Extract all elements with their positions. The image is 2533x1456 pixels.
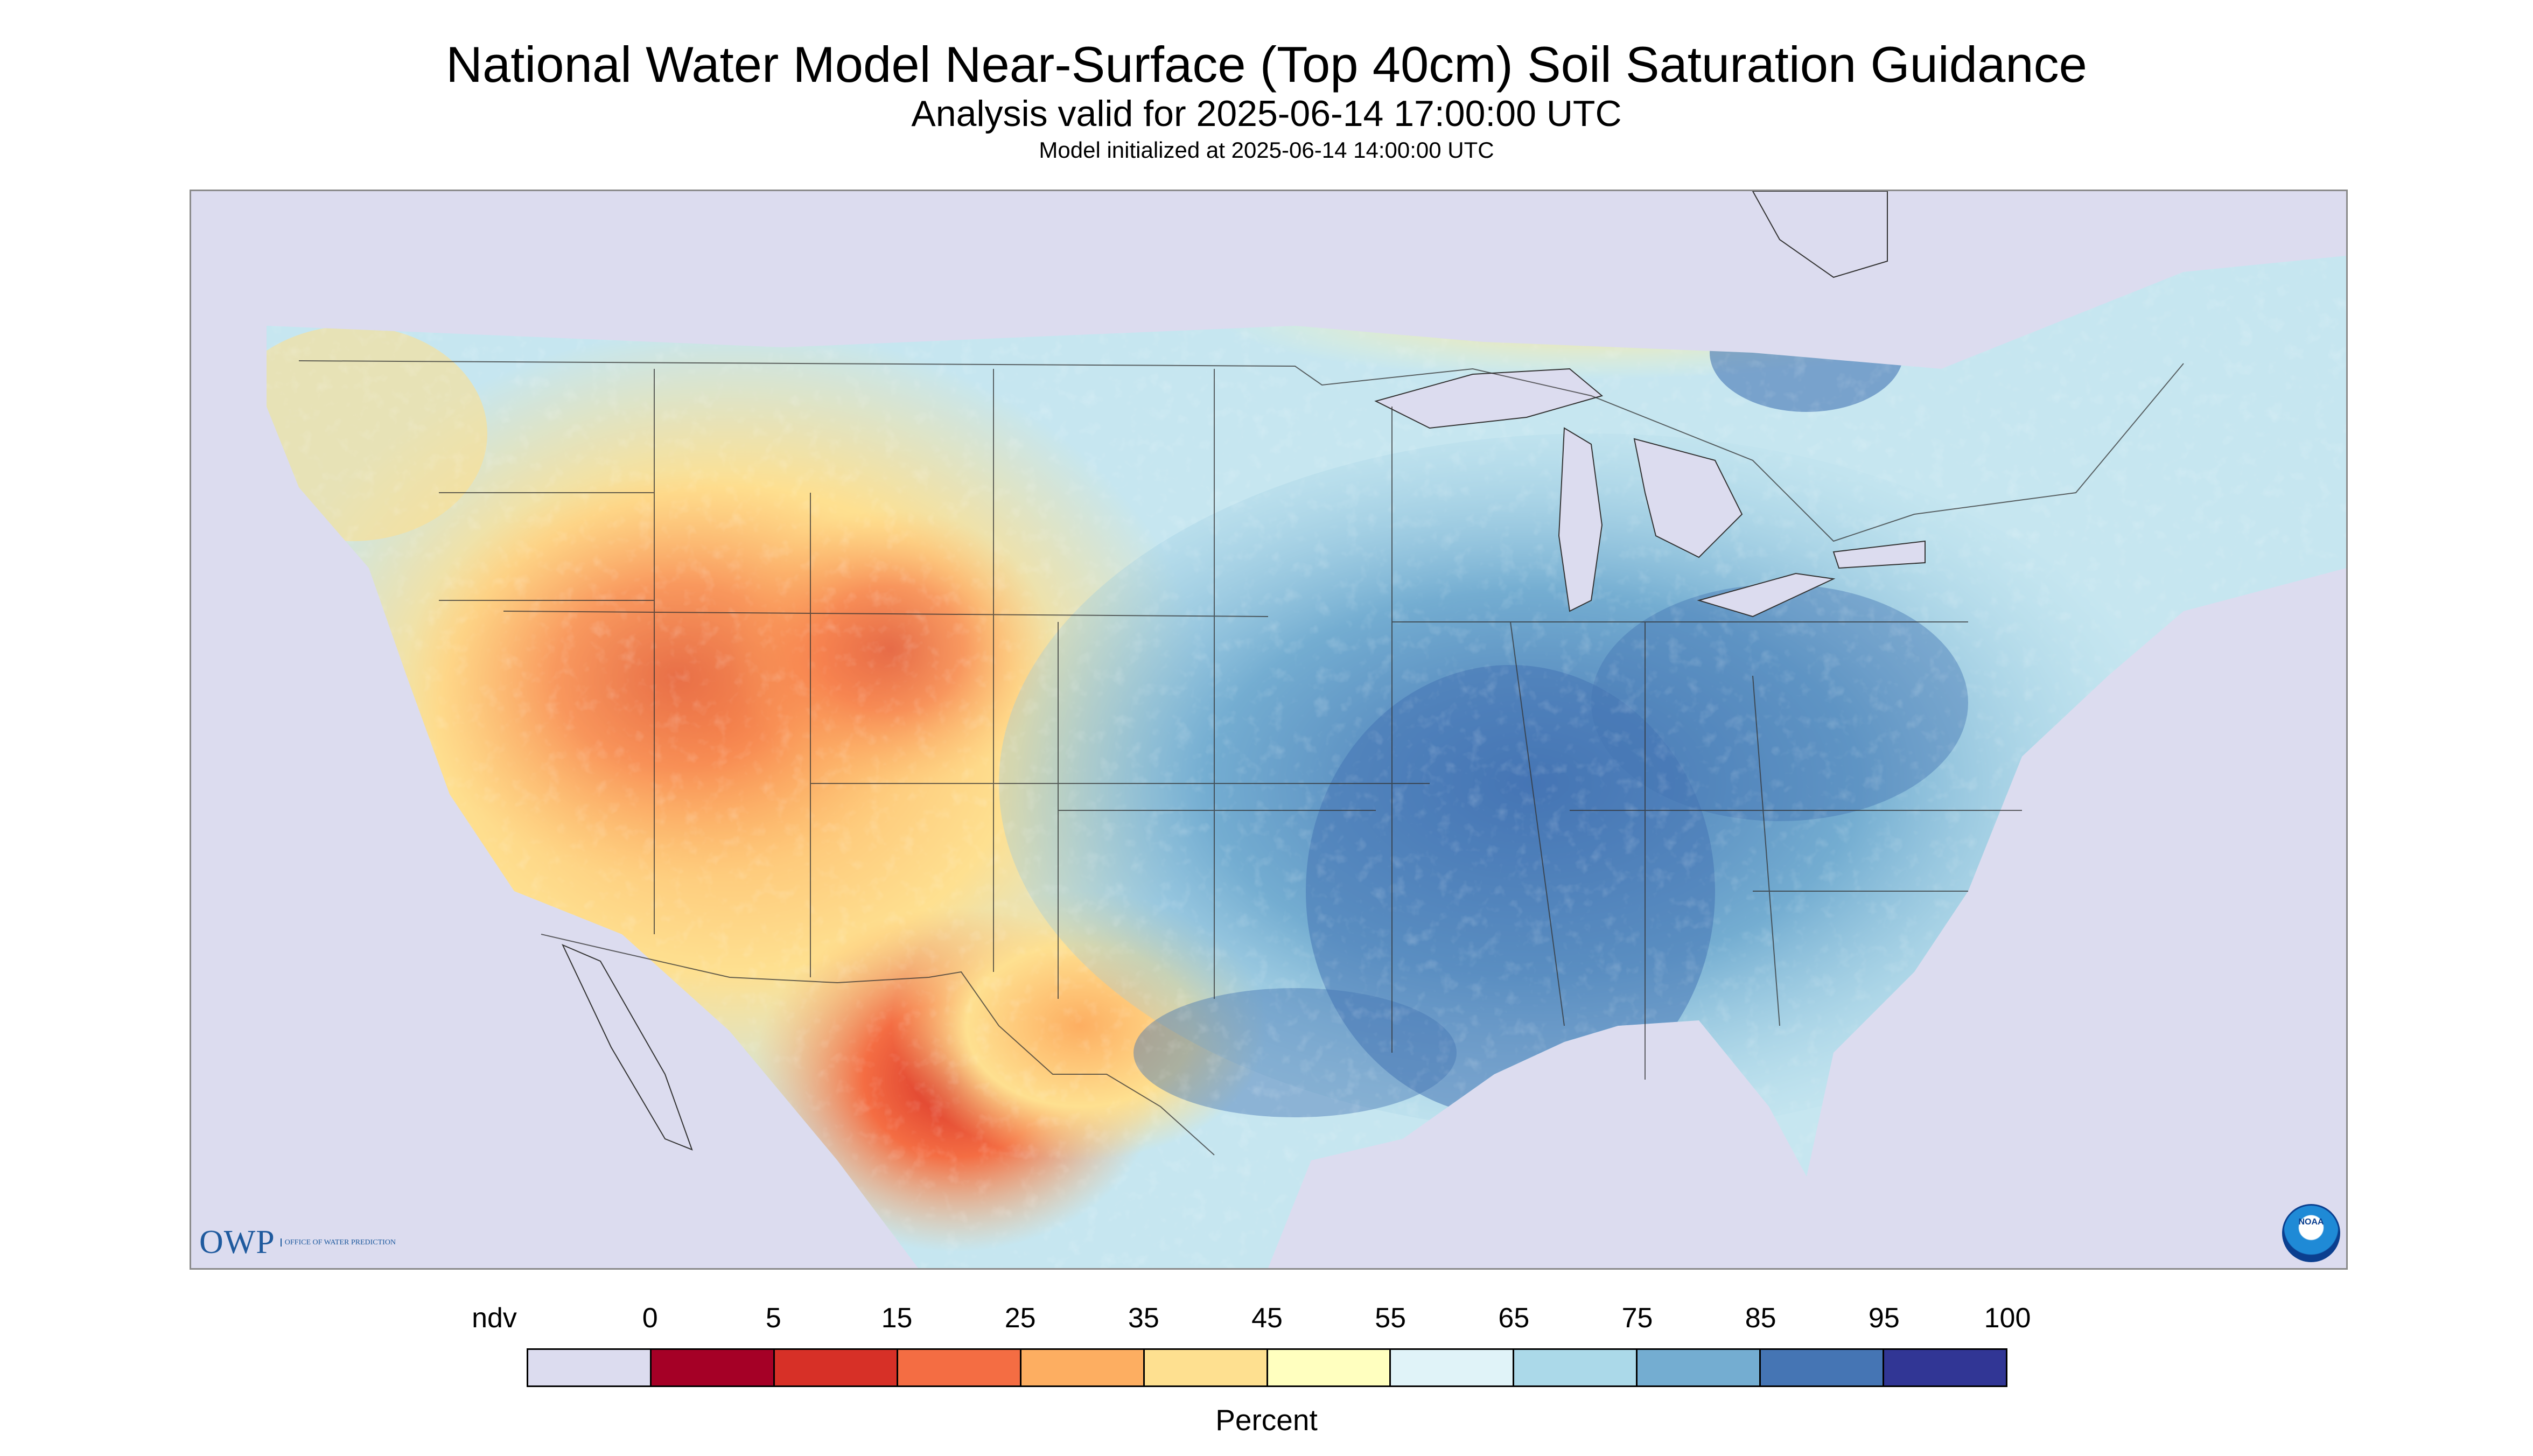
legend-label: 35 xyxy=(1128,1303,1159,1334)
lake-ontario xyxy=(1832,540,1926,569)
legend-swatch xyxy=(1021,1350,1145,1385)
legend-label: 75 xyxy=(1621,1303,1653,1334)
lake-erie xyxy=(1697,572,1836,618)
owp-logo: OWP Office of Water Prediction xyxy=(199,1223,396,1262)
legend-swatch xyxy=(651,1350,775,1385)
legend-label: 100 xyxy=(1984,1303,2031,1334)
lake-superior xyxy=(1374,368,1604,429)
us-mexico-border xyxy=(541,934,1215,1156)
legend-swatch xyxy=(1884,1350,2006,1385)
legend-swatch xyxy=(1761,1350,1885,1385)
legend-swatch xyxy=(774,1350,898,1385)
map-title: National Water Model Near-Surface (Top 4… xyxy=(446,36,2087,93)
legend-label: 0 xyxy=(642,1303,658,1334)
noaa-logo: NOAA xyxy=(2282,1204,2340,1262)
great-lakes xyxy=(561,191,1926,1151)
legend-label: 55 xyxy=(1375,1303,1407,1334)
legend-label: 15 xyxy=(881,1303,913,1334)
legend-swatch xyxy=(1514,1350,1638,1385)
legend-swatch xyxy=(898,1350,1021,1385)
noaa-logo-text: NOAA xyxy=(2298,1217,2324,1227)
us-canada-border xyxy=(298,360,2184,542)
legend-label: 85 xyxy=(1745,1303,1776,1334)
legend-swatch xyxy=(1391,1350,1515,1385)
legend-swatch xyxy=(1268,1350,1391,1385)
owp-logo-subtext: Office of Water Prediction xyxy=(280,1238,396,1247)
lake-huron xyxy=(1633,438,1743,558)
legend-swatch xyxy=(1638,1350,1761,1385)
legend-label: 25 xyxy=(1004,1303,1036,1334)
color-legend xyxy=(527,1348,2007,1387)
legend-label: 95 xyxy=(1868,1303,1900,1334)
legend-label: 65 xyxy=(1498,1303,1530,1334)
legend-label: ndv xyxy=(472,1303,517,1334)
analysis-valid-time: Analysis valid for 2025-06-14 17:00:00 U… xyxy=(911,93,1622,134)
political-borders xyxy=(298,360,2184,1156)
legend-label: 45 xyxy=(1251,1303,1283,1334)
legend-unit: Percent xyxy=(1215,1403,1318,1437)
legend-label: 5 xyxy=(765,1303,781,1334)
lake-michigan xyxy=(1558,427,1603,612)
gulf-of-california xyxy=(561,944,693,1151)
model-init-time: Model initialized at 2025-06-14 14:00:00… xyxy=(1039,137,1494,163)
hudson-bay xyxy=(1752,191,1888,278)
soil-saturation-map xyxy=(190,190,2348,1270)
owp-logo-text: OWP xyxy=(199,1224,275,1261)
legend-swatch xyxy=(528,1350,652,1385)
legend-swatch xyxy=(1144,1350,1268,1385)
